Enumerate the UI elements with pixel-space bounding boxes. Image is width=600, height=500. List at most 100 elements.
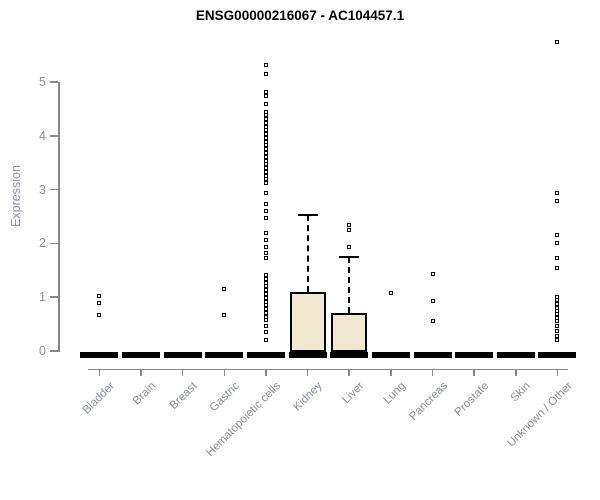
outlier-point: [263, 255, 268, 260]
y-tick-label: 5: [39, 75, 46, 89]
outlier-point: [263, 276, 268, 281]
x-tick-label: Prostate: [452, 380, 492, 419]
y-tick: [50, 242, 58, 245]
outlier-point: [263, 120, 268, 125]
outlier-point: [97, 300, 102, 305]
median-bar: [288, 352, 327, 358]
x-tick-label: Kidney: [291, 380, 326, 414]
outlier-point: [263, 273, 268, 278]
outlier-point: [430, 319, 435, 324]
outlier-point: [263, 132, 268, 137]
outlier-point: [555, 241, 560, 246]
outlier-point: [263, 93, 268, 98]
outlier-point: [263, 109, 268, 114]
x-tick: [306, 368, 309, 376]
x-tick: [431, 368, 434, 376]
outlier-point: [263, 307, 268, 312]
outlier-point: [555, 232, 560, 237]
x-tick-label: Lung: [381, 380, 409, 407]
outlier-point: [555, 39, 560, 44]
whisker-cap: [297, 213, 318, 216]
median-bar: [205, 352, 244, 358]
outlier-point: [263, 280, 268, 285]
y-tick-label: 1: [39, 290, 46, 305]
outlier-point: [555, 302, 560, 307]
outlier-point: [263, 299, 268, 304]
outlier-point: [555, 315, 560, 320]
outlier-point: [263, 329, 268, 334]
y-tick: [50, 350, 58, 352]
outlier-point: [263, 177, 268, 182]
outlier-point: [555, 191, 560, 196]
median-bar: [538, 352, 577, 358]
chart-title: ENSG00000216067 - AC104457.1: [195, 8, 405, 23]
median-bar: [163, 352, 202, 358]
x-tick: [181, 368, 184, 376]
y-tick-label: 4: [39, 128, 46, 143]
x-tick-label: Brain: [130, 380, 159, 408]
median-bar: [121, 352, 160, 358]
outlier-point: [263, 291, 268, 296]
y-tick-label: 2: [39, 236, 46, 251]
whisker-line: [306, 214, 309, 292]
outlier-point: [263, 338, 268, 343]
median-bar: [496, 352, 535, 358]
outlier-point: [263, 208, 268, 213]
y-tick: [50, 188, 58, 191]
outlier-point: [347, 223, 352, 228]
outlier-point: [263, 216, 268, 221]
y-tick-label: 0: [39, 344, 46, 358]
outlier-point: [555, 333, 560, 338]
outlier-point: [263, 288, 268, 293]
outlier-point: [222, 287, 227, 292]
x-tick: [473, 368, 475, 376]
outlier-point: [263, 135, 268, 140]
outlier-point: [263, 191, 268, 196]
outlier-point: [555, 298, 560, 303]
outlier-point: [263, 151, 268, 156]
whisker-line: [348, 256, 351, 314]
outlier-point: [263, 201, 268, 206]
x-tick-label: Skin: [508, 380, 534, 405]
outlier-point: [263, 244, 268, 249]
outlier-point: [347, 244, 352, 249]
x-tick-label: Hematopoietic cells: [204, 380, 284, 459]
outlier-point: [263, 71, 268, 76]
outlier-point: [430, 272, 435, 277]
outlier-point: [555, 319, 560, 324]
outlier-point: [555, 256, 560, 261]
outlier-point: [263, 238, 268, 243]
x-tick-label: Liver: [340, 380, 367, 407]
median-bar: [455, 352, 494, 358]
outlier-point: [430, 298, 435, 303]
outlier-point: [263, 124, 268, 129]
y-axis: [58, 82, 60, 352]
outlier-point: [263, 295, 268, 300]
outlier-point: [263, 310, 268, 315]
outlier-point: [97, 294, 102, 299]
x-axis: [88, 368, 568, 370]
outlier-point: [263, 181, 268, 186]
x-tick-label: Breast: [168, 380, 201, 412]
x-tick: [140, 368, 142, 376]
median-bar: [413, 352, 452, 358]
outlier-point: [388, 290, 393, 295]
y-tick-label: 3: [39, 182, 46, 197]
x-tick-label: Pancreas: [407, 380, 450, 423]
outlier-point: [263, 62, 268, 67]
median-bar: [330, 352, 369, 358]
outlier-point: [555, 266, 560, 271]
outlier-point: [263, 173, 268, 178]
outlier-point: [263, 251, 268, 256]
x-tick: [265, 368, 267, 376]
outlier-point: [263, 284, 268, 289]
outlier-point: [555, 294, 560, 299]
outlier-point: [347, 227, 352, 232]
outlier-point: [263, 128, 268, 133]
x-tick-label: Gastric: [207, 380, 242, 415]
boxplot-box: [331, 313, 368, 352]
outlier-point: [555, 323, 560, 328]
outlier-point: [263, 231, 268, 236]
outlier-point: [263, 162, 268, 167]
